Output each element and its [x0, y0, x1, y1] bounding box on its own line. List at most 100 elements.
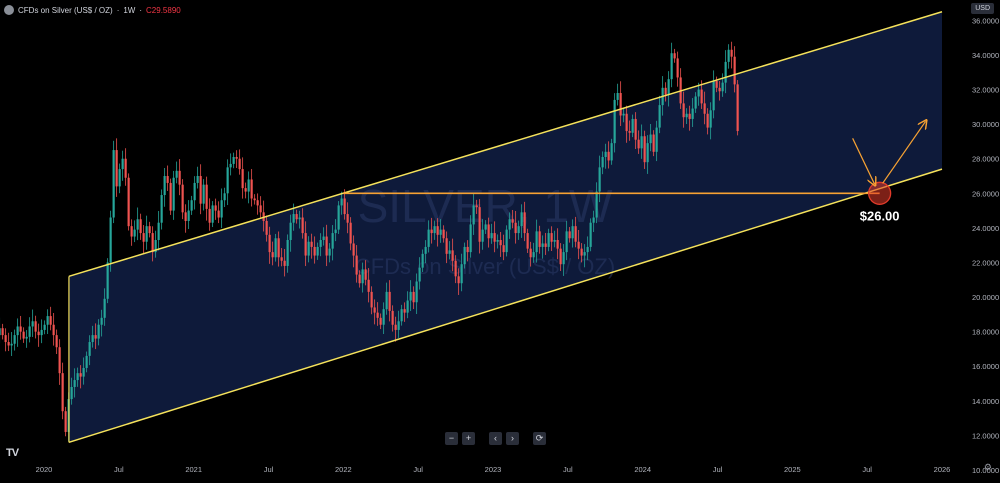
candle-body [307, 241, 310, 256]
x-tick-label: 2024 [634, 465, 651, 474]
candle-body [295, 214, 298, 220]
candle-body [526, 233, 529, 249]
candle-body [421, 253, 424, 268]
scroll-right-button[interactable]: › [506, 432, 519, 445]
candle-body [136, 219, 139, 230]
candle-body [340, 198, 343, 206]
candle-body [472, 205, 475, 225]
candle-body [400, 309, 403, 322]
gear-icon[interactable]: ⚙ [983, 462, 992, 472]
candle-body [313, 246, 316, 256]
candle-body [139, 219, 142, 234]
reset-chart-button[interactable]: ⟳ [533, 432, 546, 445]
candle-body [712, 80, 715, 111]
candle-body [148, 226, 151, 234]
y-tick-label: 16.0000 [972, 362, 999, 371]
candle-body [457, 276, 460, 284]
x-tick-label: Jul [713, 465, 723, 474]
candle-body [703, 103, 706, 114]
candle-body [64, 411, 67, 432]
candle-body [487, 224, 490, 239]
chart-nav-controls: − + ‹ › ⟳ [445, 432, 546, 445]
candle-body [631, 118, 634, 133]
candle-body [49, 316, 52, 325]
candle-body [382, 309, 385, 325]
y-tick-label: 32.0000 [972, 86, 999, 95]
candle-body [565, 231, 568, 253]
candle-body [46, 316, 49, 325]
candle-body [211, 205, 214, 223]
candle-body [124, 158, 127, 178]
candle-body [415, 281, 418, 303]
candle-body [94, 335, 97, 339]
y-tick-label: 36.0000 [972, 16, 999, 25]
candle-body [205, 184, 208, 209]
candle-body [76, 373, 79, 381]
x-tick-label: Jul [114, 465, 124, 474]
candle-body [445, 238, 448, 254]
candle-body [589, 222, 592, 247]
channel-lower-line [68, 168, 943, 444]
candle-body [499, 240, 502, 246]
x-tick-label: Jul [264, 465, 274, 474]
symbol-header[interactable]: CFDs on Silver (US$ / OZ) · 1W · C29.589… [4, 3, 181, 17]
scroll-left-button[interactable]: ‹ [489, 432, 502, 445]
candle-body [667, 79, 670, 95]
candle-body [448, 250, 451, 254]
target-circle [867, 181, 892, 205]
x-tick-label: Jul [563, 465, 573, 474]
candle-body [544, 243, 547, 247]
candle-body [103, 298, 106, 318]
zoom-in-button[interactable]: + [462, 432, 475, 445]
candle-body [214, 205, 217, 211]
candle-body [226, 167, 229, 194]
candle-body [556, 240, 559, 249]
candle-body [34, 321, 37, 332]
candle-body [184, 212, 187, 221]
candle-body [160, 195, 163, 223]
candle-body [298, 217, 301, 220]
candle-body [574, 226, 577, 242]
candle-body [634, 118, 637, 140]
candle-body [364, 269, 367, 280]
candle-body [178, 170, 181, 185]
candle-body [655, 127, 658, 152]
interval-label[interactable]: 1W [123, 5, 136, 15]
candle-body [106, 262, 109, 299]
candle-body [523, 212, 526, 234]
candle-body [649, 134, 652, 144]
candle-body [403, 309, 406, 313]
candle-body [484, 224, 487, 230]
candle-body [727, 49, 730, 62]
candle-body [58, 347, 61, 374]
currency-badge[interactable]: USD [971, 3, 994, 14]
candle-body [247, 179, 250, 192]
candle-body [553, 240, 556, 242]
candle-body [691, 108, 694, 119]
candle-body [706, 113, 709, 128]
candle-body [355, 255, 358, 275]
candle-body [493, 233, 496, 242]
candle-body [640, 136, 643, 149]
tradingview-logo[interactable]: TV [6, 447, 19, 459]
separator-dot: · [139, 5, 143, 15]
candle-body [538, 231, 541, 247]
candle-body [97, 324, 100, 339]
channel-upper-line [68, 11, 943, 278]
zoom-out-button[interactable]: − [445, 432, 458, 445]
candle-body [436, 226, 439, 235]
candle-body [481, 229, 484, 242]
candle-body [622, 113, 625, 116]
candle-body [241, 169, 244, 189]
y-tick-label: 28.0000 [972, 155, 999, 164]
candle-body [127, 177, 130, 227]
candles-group [0, 41, 739, 442]
candle-body [592, 217, 595, 223]
x-tick-label: Jul [862, 465, 872, 474]
candle-body [337, 205, 340, 230]
candle-body [379, 317, 382, 325]
candle-body [433, 226, 436, 234]
candle-body [463, 246, 466, 265]
